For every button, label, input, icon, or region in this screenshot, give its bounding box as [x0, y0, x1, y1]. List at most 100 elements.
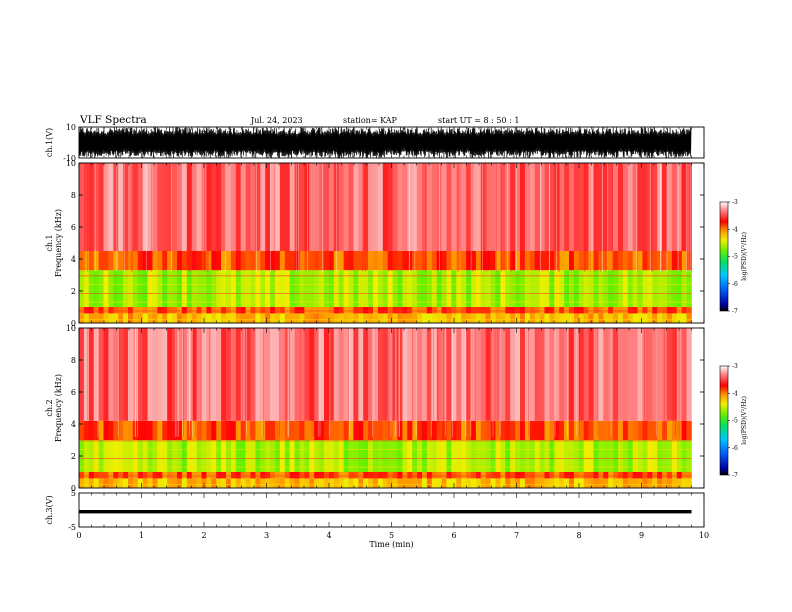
spectrogram-cell: [485, 440, 491, 472]
spectrogram-cell: [456, 313, 462, 323]
spectrogram-cell: [93, 478, 99, 488]
spectrogram-cell: [598, 313, 604, 323]
spectrogram-cell: [652, 472, 658, 479]
y-axis-label: ch.3(V): [45, 495, 54, 524]
spectrogram-cell: [676, 440, 682, 472]
spectrogram-cell: [588, 313, 594, 323]
spectrogram-cell: [637, 478, 643, 488]
spectrogram-cell: [456, 420, 462, 440]
spectrogram-cell: [324, 440, 330, 472]
spectrogram-cell: [211, 270, 217, 307]
spectrogram-cell: [363, 328, 369, 421]
spectrogram-cell: [431, 307, 437, 314]
spectrogram-cell: [118, 440, 124, 472]
spectrogram-cell: [431, 440, 437, 472]
spectrogram-cell: [505, 163, 511, 251]
spectrogram-cell: [113, 440, 119, 472]
spectrogram-cell: [294, 251, 300, 271]
spectrogram-cell: [270, 251, 276, 271]
spectrogram-cell: [510, 270, 516, 307]
colorbar-gradient: [719, 201, 729, 312]
spectrogram-cell: [221, 307, 227, 314]
spectrogram-cell: [520, 163, 526, 251]
spectrogram-cell: [608, 440, 614, 472]
spectrogram-cell: [549, 307, 555, 314]
spectrogram-cell: [564, 472, 570, 479]
spectrogram-cell: [348, 251, 354, 271]
spectrogram-cell: [275, 307, 281, 314]
spectrogram-cell: [613, 420, 619, 440]
spectrogram-cell: [240, 420, 246, 440]
spectrogram-cell: [108, 251, 114, 271]
spectrogram-cell: [79, 478, 85, 488]
spectrogram-cell: [608, 270, 614, 307]
spectrogram-cell: [255, 328, 261, 421]
y-axis-label: ch.1(V): [45, 128, 54, 157]
spectrogram-cell: [338, 420, 344, 440]
spectrogram-cell: [314, 270, 320, 307]
spectrogram-cell: [103, 270, 109, 307]
spectrogram-cell: [520, 472, 526, 479]
spectrogram-cell: [373, 270, 379, 307]
spectrogram-cell: [436, 328, 442, 421]
spectrogram-cell: [196, 472, 202, 479]
spectrogram-cell: [632, 307, 638, 314]
spectrogram-cell: [471, 307, 477, 314]
spectrogram-cell: [181, 478, 188, 488]
spectrogram-cell: [294, 440, 300, 472]
spectrogram-cell: [510, 420, 516, 440]
spectrogram-cell: [647, 307, 653, 314]
spectrogram-cell: [216, 420, 222, 440]
spectrogram-cell: [583, 163, 589, 251]
spectrogram-cell: [387, 328, 393, 421]
spectrogram-cell: [211, 251, 217, 271]
spectrogram-cell: [343, 420, 349, 440]
spectrogram-cell: [226, 440, 232, 472]
spectrogram-cell: [573, 313, 580, 323]
spectrogram-cell: [471, 163, 477, 251]
y-tick-label: 2: [71, 287, 76, 296]
spectrogram-cell: [294, 472, 300, 479]
spectrogram-cell: [475, 328, 482, 421]
spectrogram-cell: [348, 163, 354, 251]
spectrogram-cell: [632, 328, 638, 421]
spectrogram-cell: [162, 478, 168, 488]
spectrogram-cell: [564, 440, 570, 472]
spectrogram-cell: [485, 478, 491, 488]
spectrogram-cell: [103, 328, 109, 421]
spectrogram-cell: [436, 313, 442, 323]
spectrogram-cell: [250, 420, 256, 440]
spectrogram-cell: [113, 251, 119, 271]
spectrogram-cell: [177, 307, 183, 314]
spectrogram-cell: [466, 472, 472, 479]
spectrogram-cell: [162, 420, 168, 440]
spectrogram-cell: [520, 270, 526, 307]
figure-title: VLF Spectra: [79, 114, 147, 126]
spectrogram-cell: [569, 163, 575, 251]
spectrogram-cell: [363, 478, 369, 488]
spectrogram-cell: [667, 478, 673, 488]
spectrogram-cell: [196, 440, 202, 472]
spectrogram-cell: [480, 478, 486, 488]
spectrogram-cell: [515, 270, 521, 307]
spectrogram-cell: [167, 251, 173, 271]
spectrogram-cell: [284, 270, 290, 307]
y-tick-label: 6: [71, 223, 76, 232]
spectrogram-cell: [98, 313, 104, 323]
spectrogram-cell: [642, 440, 648, 472]
spectrogram-cell: [79, 163, 85, 251]
spectrogram-cell: [206, 270, 212, 307]
spectrogram-cell: [358, 313, 364, 323]
spectrogram-cell: [181, 420, 188, 440]
spectrogram-cell: [299, 420, 305, 440]
spectrogram-cell: [480, 270, 486, 307]
spectrogram-cell: [211, 440, 217, 472]
spectrogram-cell: [588, 270, 594, 307]
spectrogram-cell: [573, 478, 580, 488]
spectrogram-cell: [191, 270, 197, 307]
spectrogram-cell: [471, 270, 477, 307]
spectrogram-cell: [368, 270, 374, 307]
spectrogram-cell: [412, 440, 418, 472]
spectrogram-cell: [88, 251, 94, 271]
spectrogram-cell: [681, 313, 687, 323]
